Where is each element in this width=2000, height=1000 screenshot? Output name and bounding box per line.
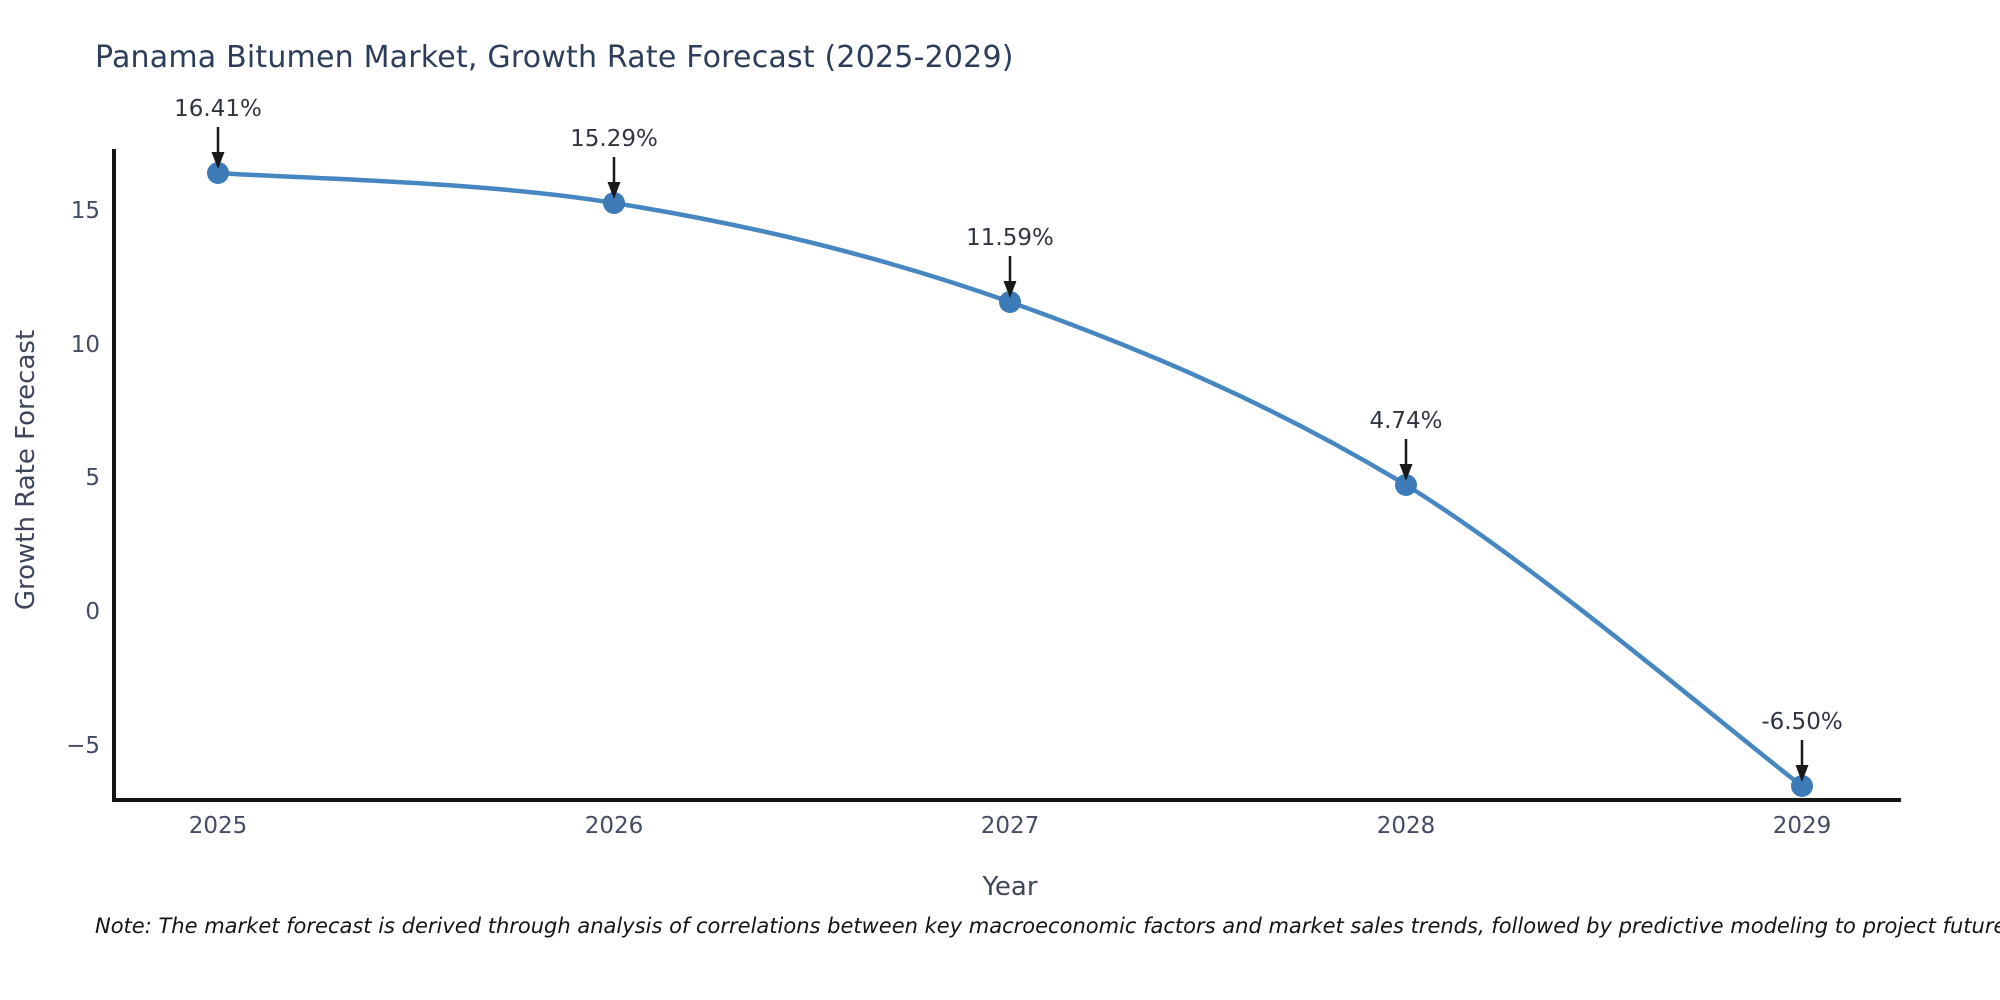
x-tick-label: 2028 [1376,813,1436,839]
footnote: Note: The market forecast is derived thr… [95,914,2000,938]
annotation-label: 15.29% [570,126,658,152]
y-axis-title: Growth Rate Forecast [11,329,41,611]
y-tick-label: 5 [85,465,100,491]
data-point-2025 [207,162,229,184]
chart-title: Panama Bitumen Market, Growth Rate Forec… [95,40,1014,75]
annotation-arrowhead [607,182,621,199]
annotation-label: 16.41% [174,96,262,122]
x-tick-label: 2027 [980,813,1040,839]
annotation-arrows [216,127,1804,766]
y-tick-label: −5 [66,733,100,759]
annotation-label: -6.50% [1761,709,1843,735]
y-tick-label: 0 [85,599,100,625]
annotation-label: 11.59% [966,225,1054,251]
x-axis-title: Year [982,872,1038,902]
data-point-2027 [999,291,1021,313]
annotation-arrowhead [1795,765,1809,782]
annotation-label: 4.74% [1369,408,1443,434]
x-tick-label: 2025 [188,813,248,839]
annotation-arrowheads [211,152,1809,782]
annotation-arrowhead [211,152,225,169]
annotation-arrowhead [1399,464,1413,481]
data-point-2028 [1395,474,1417,496]
data-point-2029 [1791,775,1813,797]
data-point-2026 [603,192,625,214]
x-tick-label: 2026 [584,813,644,839]
annotation-arrowhead [1003,281,1017,298]
y-tick-label: 10 [70,332,100,358]
y-tick-label: 15 [70,198,100,224]
x-tick-label: 2029 [1772,813,1832,839]
